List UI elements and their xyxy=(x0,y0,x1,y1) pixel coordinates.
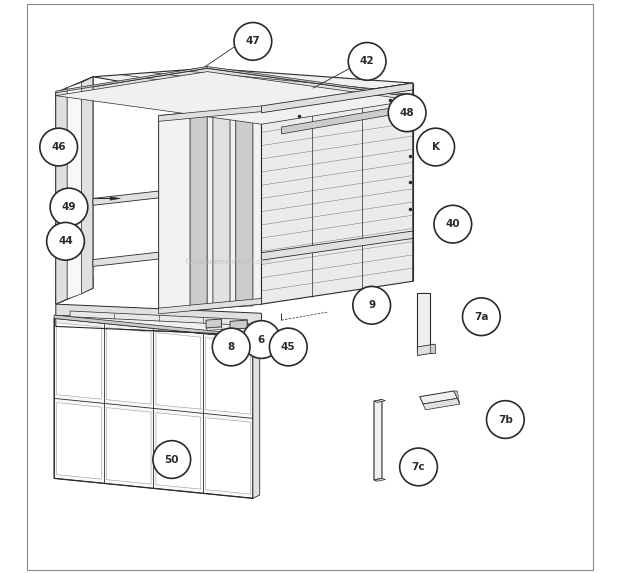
Polygon shape xyxy=(156,333,201,409)
Text: 8: 8 xyxy=(228,342,235,352)
Text: K: K xyxy=(432,142,440,152)
Polygon shape xyxy=(93,191,159,205)
Polygon shape xyxy=(420,391,458,404)
Text: 42: 42 xyxy=(360,56,374,67)
Circle shape xyxy=(348,42,386,80)
Text: ©ReplacementParts.com: ©ReplacementParts.com xyxy=(183,258,272,265)
Polygon shape xyxy=(454,391,459,404)
Polygon shape xyxy=(159,298,262,314)
Circle shape xyxy=(487,401,524,439)
Circle shape xyxy=(242,321,280,358)
Polygon shape xyxy=(54,315,253,339)
Text: 6: 6 xyxy=(258,335,265,344)
Circle shape xyxy=(40,128,78,166)
Polygon shape xyxy=(56,77,93,304)
Circle shape xyxy=(50,188,88,226)
Polygon shape xyxy=(159,106,262,121)
Circle shape xyxy=(434,205,472,243)
Polygon shape xyxy=(56,88,67,304)
Polygon shape xyxy=(56,304,262,325)
Polygon shape xyxy=(67,83,81,299)
Circle shape xyxy=(463,298,500,336)
Polygon shape xyxy=(156,413,201,489)
Polygon shape xyxy=(262,83,413,113)
Text: 44: 44 xyxy=(58,236,73,246)
Polygon shape xyxy=(56,323,101,399)
Polygon shape xyxy=(374,478,386,481)
Polygon shape xyxy=(252,321,264,331)
Circle shape xyxy=(46,223,84,260)
Text: 7a: 7a xyxy=(474,312,489,321)
Polygon shape xyxy=(374,400,386,402)
Circle shape xyxy=(153,441,190,478)
Polygon shape xyxy=(262,83,413,304)
Polygon shape xyxy=(206,327,223,331)
Polygon shape xyxy=(206,418,250,494)
Polygon shape xyxy=(374,400,382,480)
Text: 47: 47 xyxy=(246,36,260,46)
Polygon shape xyxy=(56,68,413,121)
Polygon shape xyxy=(281,104,413,134)
Polygon shape xyxy=(206,338,250,414)
Polygon shape xyxy=(70,311,247,325)
Polygon shape xyxy=(206,319,221,328)
Polygon shape xyxy=(262,231,413,260)
Polygon shape xyxy=(190,110,207,311)
Polygon shape xyxy=(423,398,459,410)
Text: 40: 40 xyxy=(446,219,460,229)
Text: 46: 46 xyxy=(51,142,66,152)
Polygon shape xyxy=(56,402,101,479)
Text: 49: 49 xyxy=(62,202,76,212)
Text: 50: 50 xyxy=(164,455,179,464)
Polygon shape xyxy=(213,108,230,308)
Text: 48: 48 xyxy=(400,108,414,118)
Polygon shape xyxy=(56,72,413,124)
Text: 7c: 7c xyxy=(412,462,425,472)
Circle shape xyxy=(400,448,437,486)
Polygon shape xyxy=(110,197,120,200)
Polygon shape xyxy=(56,277,93,304)
Polygon shape xyxy=(417,293,430,351)
Text: 9: 9 xyxy=(368,300,375,311)
Polygon shape xyxy=(106,408,151,484)
Text: 45: 45 xyxy=(281,342,296,352)
Circle shape xyxy=(234,22,272,60)
Polygon shape xyxy=(417,348,435,351)
Circle shape xyxy=(212,328,250,366)
Polygon shape xyxy=(56,77,93,104)
Polygon shape xyxy=(93,252,159,266)
Polygon shape xyxy=(430,344,435,352)
Polygon shape xyxy=(417,344,435,355)
Polygon shape xyxy=(54,319,253,498)
Text: 7b: 7b xyxy=(498,414,513,425)
Polygon shape xyxy=(236,107,253,307)
Circle shape xyxy=(353,286,391,324)
Polygon shape xyxy=(207,67,413,97)
Polygon shape xyxy=(159,106,262,314)
Polygon shape xyxy=(253,335,260,498)
Polygon shape xyxy=(106,328,151,404)
Polygon shape xyxy=(81,77,93,294)
Polygon shape xyxy=(56,67,207,93)
Circle shape xyxy=(417,128,454,166)
Polygon shape xyxy=(93,68,413,106)
Circle shape xyxy=(270,328,307,366)
Circle shape xyxy=(388,94,426,131)
Polygon shape xyxy=(230,320,247,329)
Polygon shape xyxy=(56,316,262,336)
